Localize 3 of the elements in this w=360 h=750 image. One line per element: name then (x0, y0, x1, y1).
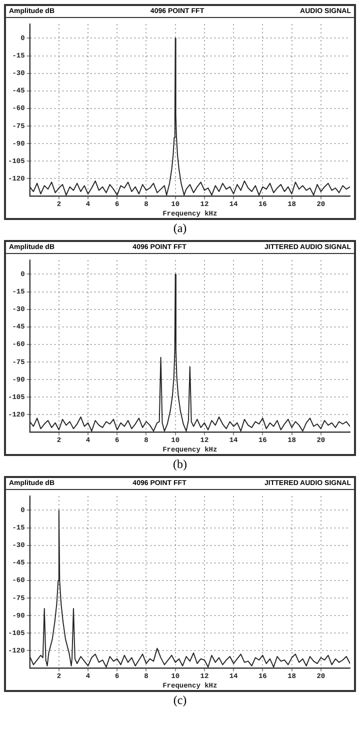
text: (a) (172, 220, 188, 236)
text: (b) (172, 456, 188, 472)
text: (c) (172, 692, 188, 708)
